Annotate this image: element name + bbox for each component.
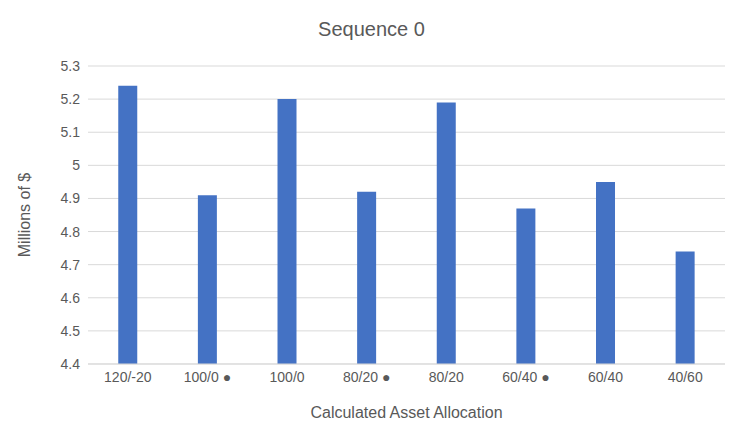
- svg-text:100/0: 100/0: [270, 369, 305, 385]
- svg-text:Calculated Asset Allocation: Calculated Asset Allocation: [310, 404, 502, 421]
- svg-text:40/60: 40/60: [668, 369, 703, 385]
- svg-text:5: 5: [72, 157, 80, 173]
- svg-text:Millions of $: Millions of $: [16, 173, 33, 258]
- svg-text:4.5: 4.5: [61, 323, 81, 339]
- svg-text:4.6: 4.6: [61, 290, 81, 306]
- svg-text:4.9: 4.9: [61, 190, 81, 206]
- svg-text:80/20 ●: 80/20 ●: [343, 369, 390, 385]
- svg-text:5.2: 5.2: [61, 91, 81, 107]
- svg-text:5.3: 5.3: [61, 58, 81, 74]
- svg-text:60/40: 60/40: [588, 369, 623, 385]
- svg-text:60/40 ●: 60/40 ●: [502, 369, 549, 385]
- html-text:Sequence 0: Sequence 0: [318, 18, 425, 40]
- svg-text:100/0 ●: 100/0 ●: [184, 369, 231, 385]
- svg-text:4.7: 4.7: [61, 257, 81, 273]
- svg-text:4.8: 4.8: [61, 224, 81, 240]
- svg-text:120/-20: 120/-20: [104, 369, 152, 385]
- svg-text:80/20: 80/20: [429, 369, 464, 385]
- svg-text:4.4: 4.4: [61, 356, 81, 372]
- svg-text:5.1: 5.1: [61, 124, 81, 140]
